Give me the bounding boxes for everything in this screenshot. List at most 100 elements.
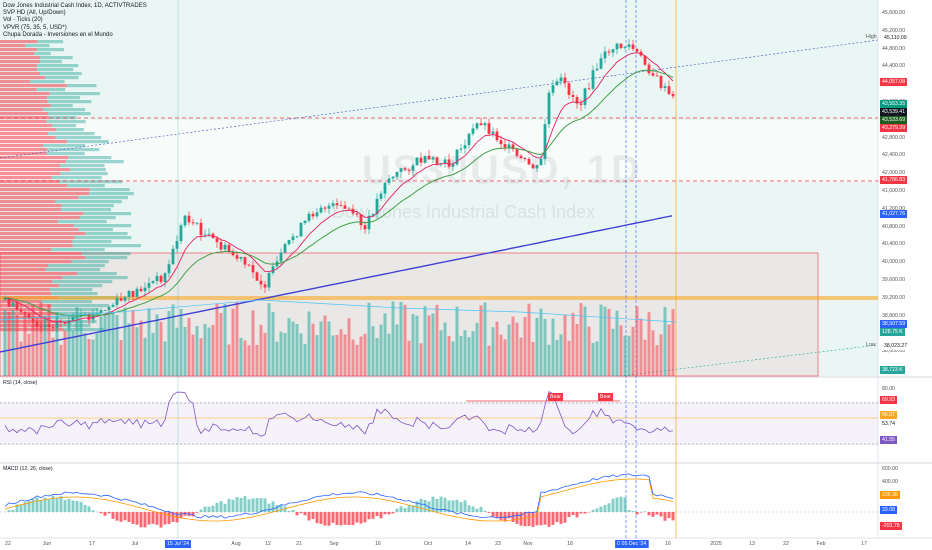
- macd-histogram-bar: [83, 504, 87, 512]
- volume-bar: [335, 334, 339, 376]
- macd-histogram-bar: [539, 512, 543, 526]
- candle-body: [179, 225, 183, 242]
- volume-bar: [471, 331, 475, 376]
- candle-body: [439, 163, 443, 165]
- volume-bar: [183, 327, 187, 376]
- macd-histogram-bar: [351, 512, 355, 525]
- volume-bar: [667, 324, 671, 376]
- candle-body: [255, 272, 259, 281]
- candle-body: [71, 316, 75, 321]
- candle-body: [471, 128, 475, 134]
- chart-legend: Dow Jones Industrial Cash Index, 1D, ACT…: [3, 3, 147, 39]
- indicator-1[interactable]: SVP HD (All, Up/Down): [3, 10, 66, 17]
- macd-histogram-bar: [543, 512, 547, 525]
- volume-profile-bar-down: [0, 292, 52, 296]
- volume-profile-bar-down: [0, 124, 52, 128]
- volume-bar: [407, 340, 411, 376]
- volume-bar: [579, 303, 583, 376]
- time-tick: Jul: [131, 541, 139, 547]
- candle-body: [527, 158, 531, 165]
- indicator-4[interactable]: Chupa Dorada - Inversiones en el Mundo: [3, 31, 113, 38]
- volume-profile-bar-up: [51, 304, 110, 308]
- time-tick: Feb: [816, 541, 826, 547]
- range-band: [0, 120, 878, 182]
- macd-histogram-bar: [311, 512, 315, 520]
- volume-profile-bar-up: [65, 160, 124, 164]
- volume-profile-bar-down: [0, 128, 57, 132]
- volume-profile-bar-up: [59, 164, 105, 168]
- volume-profile-bar-up: [55, 200, 122, 204]
- volume-profile-bar-up: [46, 96, 80, 100]
- volume-bar: [523, 317, 527, 376]
- candle-body: [323, 207, 327, 209]
- indicator-3[interactable]: VPVR (75, 35, 5, USD*): [3, 24, 67, 31]
- macd-histogram-bar: [167, 512, 171, 525]
- volume-profile-bar-up: [71, 260, 109, 264]
- volume-bar: [203, 324, 207, 376]
- candle-body: [139, 288, 143, 292]
- macd-signal-line: [4, 478, 674, 522]
- candle-body: [279, 252, 283, 262]
- candle-body: [643, 55, 647, 65]
- volume-bar: [119, 339, 123, 376]
- volume-profile-bar-up: [78, 196, 128, 200]
- macd-histogram-bar: [199, 509, 203, 512]
- trend-line-lower: [619, 344, 879, 377]
- ema-slow-line: [0, 215, 673, 353]
- macd-legend[interactable]: MACD (12, 26, close): [3, 466, 53, 472]
- candle-body: [659, 75, 663, 88]
- volume-profile-bar-down: [0, 104, 51, 108]
- macd-histogram-bar: [295, 512, 299, 516]
- volume-profile-bar-up: [39, 60, 62, 64]
- volume-profile-bar-up: [49, 92, 100, 96]
- volume-profile-bar-down: [0, 108, 44, 112]
- poc-line: [0, 296, 878, 300]
- volume-bar: [195, 325, 199, 376]
- candle-body: [543, 124, 547, 159]
- macd-histogram-bar: [419, 498, 423, 512]
- candle-body: [427, 155, 431, 160]
- candle-body: [363, 225, 367, 230]
- symbol-line[interactable]: Dow Jones Industrial Cash Index, 1D, ACT…: [3, 3, 147, 9]
- candle-body: [451, 164, 455, 167]
- volume-profile-bar-down: [0, 40, 38, 44]
- macd-histogram-bar: [103, 512, 107, 516]
- macd-histogram-bar: [223, 503, 227, 512]
- time-tick: 17: [89, 541, 95, 547]
- candle-body: [407, 169, 411, 171]
- candle-body: [91, 314, 95, 320]
- volume-bar: [11, 310, 15, 376]
- candle-body: [287, 240, 291, 245]
- volume-profile-bar-up: [66, 84, 97, 88]
- volume-profile-bar-up: [48, 264, 105, 268]
- rsi-legend[interactable]: RSI (14, close): [3, 380, 38, 386]
- macd-tick: 600.00: [882, 466, 898, 472]
- price-tag: 128.75 K: [880, 328, 905, 336]
- volume-bar: [671, 309, 675, 376]
- candle-body: [519, 155, 523, 159]
- candle-body: [127, 290, 131, 297]
- volume-bar: [483, 302, 487, 376]
- macd-histogram-bar: [507, 512, 511, 519]
- macd-histogram-bar: [155, 512, 159, 525]
- candle-body: [319, 207, 323, 213]
- candle-body: [651, 73, 655, 76]
- volume-bar: [147, 308, 151, 376]
- candle-body: [103, 310, 107, 311]
- volume-bar: [303, 343, 307, 376]
- volume-bar: [659, 334, 663, 376]
- macd-histogram-bar: [267, 503, 271, 512]
- indicator-2[interactable]: Vol · Ticks (20): [3, 17, 43, 24]
- price-tick: 45,600.00: [882, 10, 906, 16]
- volume-profile-bar-up: [59, 180, 123, 184]
- rsi-line: [4, 391, 674, 437]
- volume-profile-bar-down: [0, 248, 52, 252]
- macd-histogram-bar: [7, 510, 11, 512]
- volume-bar: [15, 314, 19, 376]
- volume-profile-bar-down: [0, 132, 49, 136]
- candle-body: [415, 157, 419, 166]
- volume-bar: [55, 312, 59, 376]
- candle-body: [291, 236, 295, 241]
